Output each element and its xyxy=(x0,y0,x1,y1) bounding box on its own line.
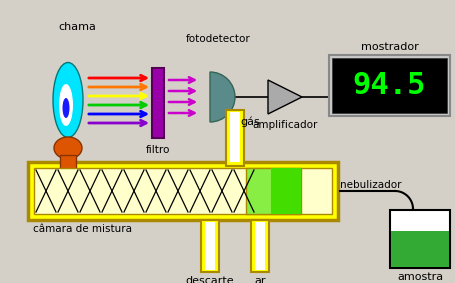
Polygon shape xyxy=(268,80,301,114)
Ellipse shape xyxy=(59,84,73,126)
FancyBboxPatch shape xyxy=(226,110,243,166)
Ellipse shape xyxy=(54,137,82,159)
Text: chama: chama xyxy=(58,22,96,32)
FancyBboxPatch shape xyxy=(390,231,448,267)
Text: amplificador: amplificador xyxy=(252,120,317,130)
Text: gás: gás xyxy=(239,117,259,127)
FancyBboxPatch shape xyxy=(152,68,164,138)
Text: nebulizador: nebulizador xyxy=(339,180,400,190)
FancyBboxPatch shape xyxy=(201,220,218,272)
Text: 94.5: 94.5 xyxy=(352,71,425,100)
Ellipse shape xyxy=(53,63,83,138)
FancyBboxPatch shape xyxy=(389,210,449,268)
Text: mostrador: mostrador xyxy=(360,42,417,52)
Text: filtro: filtro xyxy=(146,145,170,155)
FancyBboxPatch shape xyxy=(229,112,239,162)
FancyBboxPatch shape xyxy=(250,220,268,272)
FancyBboxPatch shape xyxy=(328,55,449,116)
FancyBboxPatch shape xyxy=(270,168,300,214)
Text: ar: ar xyxy=(254,276,265,283)
Ellipse shape xyxy=(62,98,69,118)
FancyBboxPatch shape xyxy=(245,168,300,214)
Wedge shape xyxy=(210,72,234,122)
Text: amostra: amostra xyxy=(396,272,442,282)
FancyBboxPatch shape xyxy=(60,155,76,170)
FancyBboxPatch shape xyxy=(205,222,214,270)
FancyBboxPatch shape xyxy=(34,168,331,214)
FancyBboxPatch shape xyxy=(28,162,337,220)
FancyBboxPatch shape xyxy=(254,222,264,270)
Text: câmara de mistura: câmara de mistura xyxy=(33,224,131,234)
FancyBboxPatch shape xyxy=(331,58,446,113)
Text: fotodetector: fotodetector xyxy=(185,34,250,44)
Text: descarte: descarte xyxy=(185,276,234,283)
